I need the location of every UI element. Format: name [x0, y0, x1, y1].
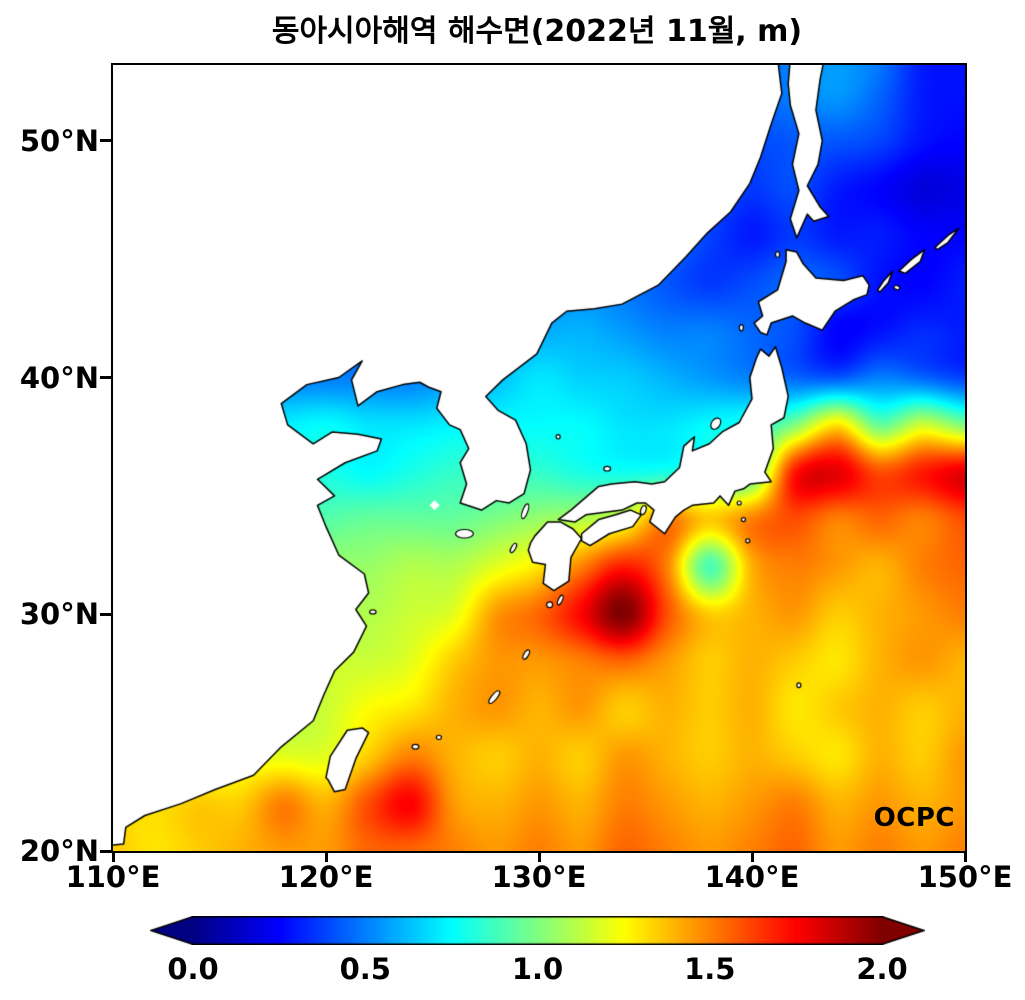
colorbar-tick-label: 2.0 — [856, 952, 908, 986]
y-axis-tick-mark — [100, 612, 112, 616]
x-axis-tick-label: 110°E — [65, 860, 161, 894]
x-axis-tick-label: 130°E — [491, 860, 587, 894]
colorbar-tick-label: 0.0 — [167, 952, 219, 986]
x-axis-tick-mark — [537, 851, 541, 862]
y-axis-tick-mark — [100, 376, 112, 379]
colorbar-gradient-canvas — [150, 916, 925, 945]
x-axis-tick-label: 150°E — [917, 860, 1013, 894]
y-axis-tick-mark — [100, 139, 112, 143]
x-axis-tick-label: 140°E — [704, 860, 800, 894]
chart-title: 동아시아해역 해수면(2022년 11월, m) — [271, 14, 803, 49]
x-axis-tick-mark — [111, 851, 115, 862]
ocpc-logo-text: OCPC — [873, 803, 955, 833]
y-axis-tick-label: 30°N — [19, 597, 99, 632]
map-plot-area: 50°N 40°N 30°N 20°N 110°E 120°E 130°E 14… — [20, 63, 1012, 894]
x-axis-tick-mark — [750, 851, 754, 862]
colorbar-tick-label: 1.5 — [684, 952, 736, 986]
sea-level-heatmap-canvas — [113, 65, 965, 851]
y-axis-tick-label: 40°N — [19, 360, 99, 395]
y-axis-tick-mark — [100, 849, 112, 853]
ocpc-logo: OCPC — [874, 803, 955, 833]
x-axis-tick-mark — [963, 851, 967, 862]
colorbar: 0.0 0.5 1.0 1.5 2.0 — [150, 916, 925, 986]
colorbar-tick-label: 0.5 — [339, 952, 391, 986]
colorbar-tick-label: 1.0 — [511, 952, 564, 986]
y-axis-tick-label: 20°N — [19, 834, 99, 868]
y-axis-tick-label: 50°N — [19, 123, 99, 158]
x-axis-tick-mark — [324, 851, 328, 862]
x-axis-tick-label: 120°E — [278, 860, 374, 894]
